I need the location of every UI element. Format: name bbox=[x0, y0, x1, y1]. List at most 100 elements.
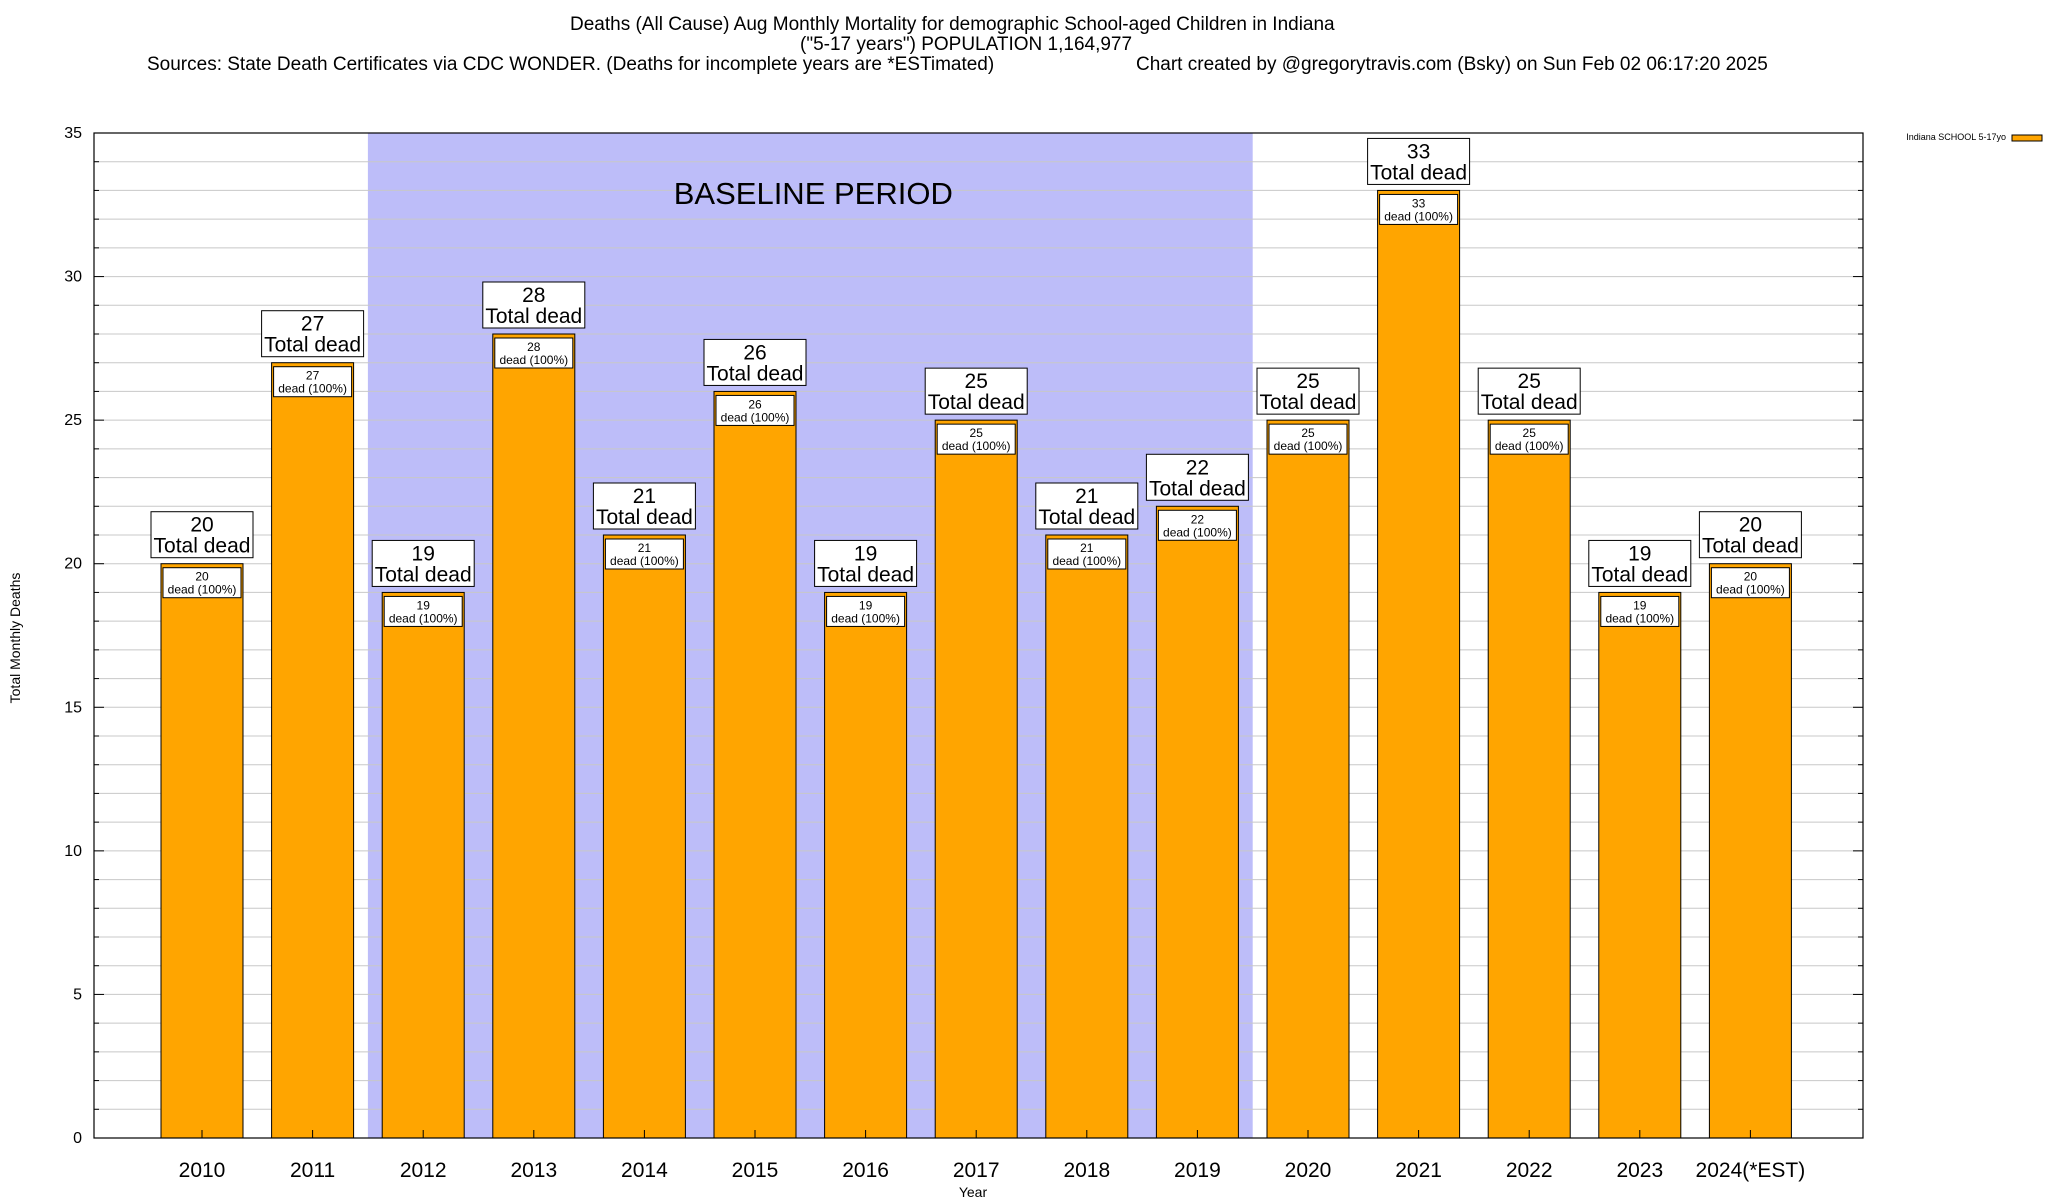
bar-total-text-label: Total dead bbox=[817, 563, 914, 586]
bar bbox=[1708, 563, 1792, 1139]
y-tick-label: 20 bbox=[64, 556, 82, 573]
bar-inner-label-box bbox=[494, 337, 574, 369]
bar bbox=[824, 591, 908, 1139]
bar-total-text-label: Total dead bbox=[264, 334, 361, 357]
bar-inner-label-box bbox=[1268, 423, 1348, 455]
bar-inner-percent-label: dead (100%) bbox=[1716, 583, 1785, 597]
bar-total-text-label: Total dead bbox=[707, 362, 804, 385]
bar-inner-label-box bbox=[1379, 193, 1459, 225]
bar-inner-value-label: 33 bbox=[1412, 196, 1426, 210]
bar-inner-value-label: 19 bbox=[417, 598, 431, 612]
bar-total-label-box bbox=[703, 338, 807, 386]
bar-total-value-label: 25 bbox=[965, 370, 988, 393]
bar-total-label-box bbox=[482, 281, 586, 329]
x-tick-label: 2014 bbox=[621, 1159, 668, 1182]
chart-subtitle-population: ("5-17 years") POPULATION 1,164,977 bbox=[800, 34, 1133, 55]
x-tick-label: 2016 bbox=[842, 1159, 889, 1182]
bar-total-text-label: Total dead bbox=[1481, 391, 1578, 414]
bar-total-label-box bbox=[1035, 482, 1139, 530]
y-tick-label: 25 bbox=[64, 412, 82, 429]
x-tick-label: 2012 bbox=[400, 1159, 447, 1182]
bar-inner-value-label: 19 bbox=[859, 598, 873, 612]
bar bbox=[1598, 591, 1682, 1139]
bar-total-text-label: Total dead bbox=[1038, 506, 1135, 529]
bar-inner-value-label: 20 bbox=[195, 570, 209, 584]
x-tick-label: 2017 bbox=[953, 1159, 1000, 1182]
bar bbox=[1045, 534, 1129, 1139]
bar-inner-percent-label: dead (100%) bbox=[1163, 525, 1232, 539]
bar-inner-percent-label: dead (100%) bbox=[278, 382, 347, 396]
bar-inner-value-label: 21 bbox=[1080, 541, 1094, 555]
bar-inner-value-label: 26 bbox=[748, 397, 762, 411]
x-tick-label: 2015 bbox=[732, 1159, 779, 1182]
bar-total-text-label: Total dead bbox=[154, 535, 251, 558]
bar-inner-label-box bbox=[1710, 567, 1790, 599]
bar-inner-percent-label: dead (100%) bbox=[389, 611, 458, 625]
bar-inner-percent-label: dead (100%) bbox=[1384, 209, 1453, 223]
plot-border bbox=[93, 132, 1864, 1139]
bar-total-label-box bbox=[924, 367, 1028, 415]
chart-credit: Chart created by @gregorytravis.com (Bsk… bbox=[1136, 54, 1768, 75]
legend-swatch bbox=[2011, 134, 2043, 142]
bar-inner-percent-label: dead (100%) bbox=[168, 583, 237, 597]
y-tick-label: 5 bbox=[73, 986, 82, 1003]
bar bbox=[602, 534, 686, 1139]
bar-total-label-box bbox=[592, 482, 696, 530]
bar-inner-label-box bbox=[936, 423, 1016, 455]
bar-inner-label-box bbox=[273, 366, 353, 398]
bar-inner-percent-label: dead (100%) bbox=[499, 353, 568, 367]
x-tick-label: 2010 bbox=[179, 1159, 226, 1182]
chart-source-note: Sources: State Death Certificates via CD… bbox=[147, 54, 995, 75]
bar-total-text-label: Total dead bbox=[485, 305, 582, 328]
bar-inner-label-box bbox=[162, 567, 242, 599]
bar-total-label-box bbox=[150, 511, 254, 559]
y-tick-label: 30 bbox=[64, 269, 82, 286]
bar bbox=[1266, 419, 1350, 1139]
bar-inner-label-box bbox=[1489, 423, 1569, 455]
x-tick-label: 2011 bbox=[290, 1159, 335, 1182]
bar-total-text-label: Total dead bbox=[375, 563, 472, 586]
bar-inner-percent-label: dead (100%) bbox=[831, 611, 900, 625]
x-tick-label: 2023 bbox=[1616, 1159, 1663, 1182]
bar-total-label-box bbox=[1256, 367, 1360, 415]
x-tick-label: 2013 bbox=[510, 1159, 557, 1182]
x-tick-label: 2021 bbox=[1395, 1159, 1442, 1182]
x-tick-label: 2022 bbox=[1506, 1159, 1553, 1182]
bar-total-label-box bbox=[1477, 367, 1581, 415]
bar-total-value-label: 25 bbox=[1518, 370, 1541, 393]
bar-inner-percent-label: dead (100%) bbox=[1605, 611, 1674, 625]
bar-inner-value-label: 25 bbox=[1301, 426, 1315, 440]
bar-inner-percent-label: dead (100%) bbox=[1495, 439, 1564, 453]
bar-total-label-box bbox=[814, 539, 918, 587]
bar-inner-percent-label: dead (100%) bbox=[610, 554, 679, 568]
bar-inner-value-label: 28 bbox=[527, 340, 541, 354]
bar-total-text-label: Total dead bbox=[1149, 477, 1246, 500]
bar-total-text-label: Total dead bbox=[1260, 391, 1357, 414]
y-tick-label: 35 bbox=[64, 125, 82, 142]
x-tick-label: 2024(*EST) bbox=[1696, 1159, 1806, 1182]
bar bbox=[1377, 189, 1461, 1139]
bar-inner-value-label: 22 bbox=[1191, 512, 1205, 526]
bar-total-value-label: 20 bbox=[1739, 514, 1762, 537]
bar-inner-label-box bbox=[715, 394, 795, 426]
bar-inner-value-label: 20 bbox=[1744, 570, 1758, 584]
bar-inner-label-box bbox=[1600, 595, 1680, 627]
x-axis-label: Year bbox=[959, 1184, 988, 1200]
bar bbox=[160, 563, 244, 1139]
bar-inner-value-label: 27 bbox=[306, 369, 320, 383]
bar-total-label-box bbox=[1367, 137, 1471, 185]
y-tick-label: 0 bbox=[73, 1130, 82, 1147]
bar bbox=[713, 390, 797, 1139]
bar-inner-value-label: 19 bbox=[1633, 598, 1647, 612]
x-tick-label: 2020 bbox=[1285, 1159, 1332, 1182]
bar-total-value-label: 33 bbox=[1407, 140, 1430, 163]
bar-total-value-label: 22 bbox=[1186, 456, 1209, 479]
bar-inner-percent-label: dead (100%) bbox=[721, 410, 790, 424]
bar-total-value-label: 21 bbox=[633, 485, 656, 508]
bar-total-value-label: 19 bbox=[1628, 542, 1651, 565]
x-tick-label: 2018 bbox=[1063, 1159, 1110, 1182]
bar-inner-value-label: 25 bbox=[970, 426, 984, 440]
bar-inner-value-label: 25 bbox=[1523, 426, 1537, 440]
bar-total-text-label: Total dead bbox=[928, 391, 1025, 414]
